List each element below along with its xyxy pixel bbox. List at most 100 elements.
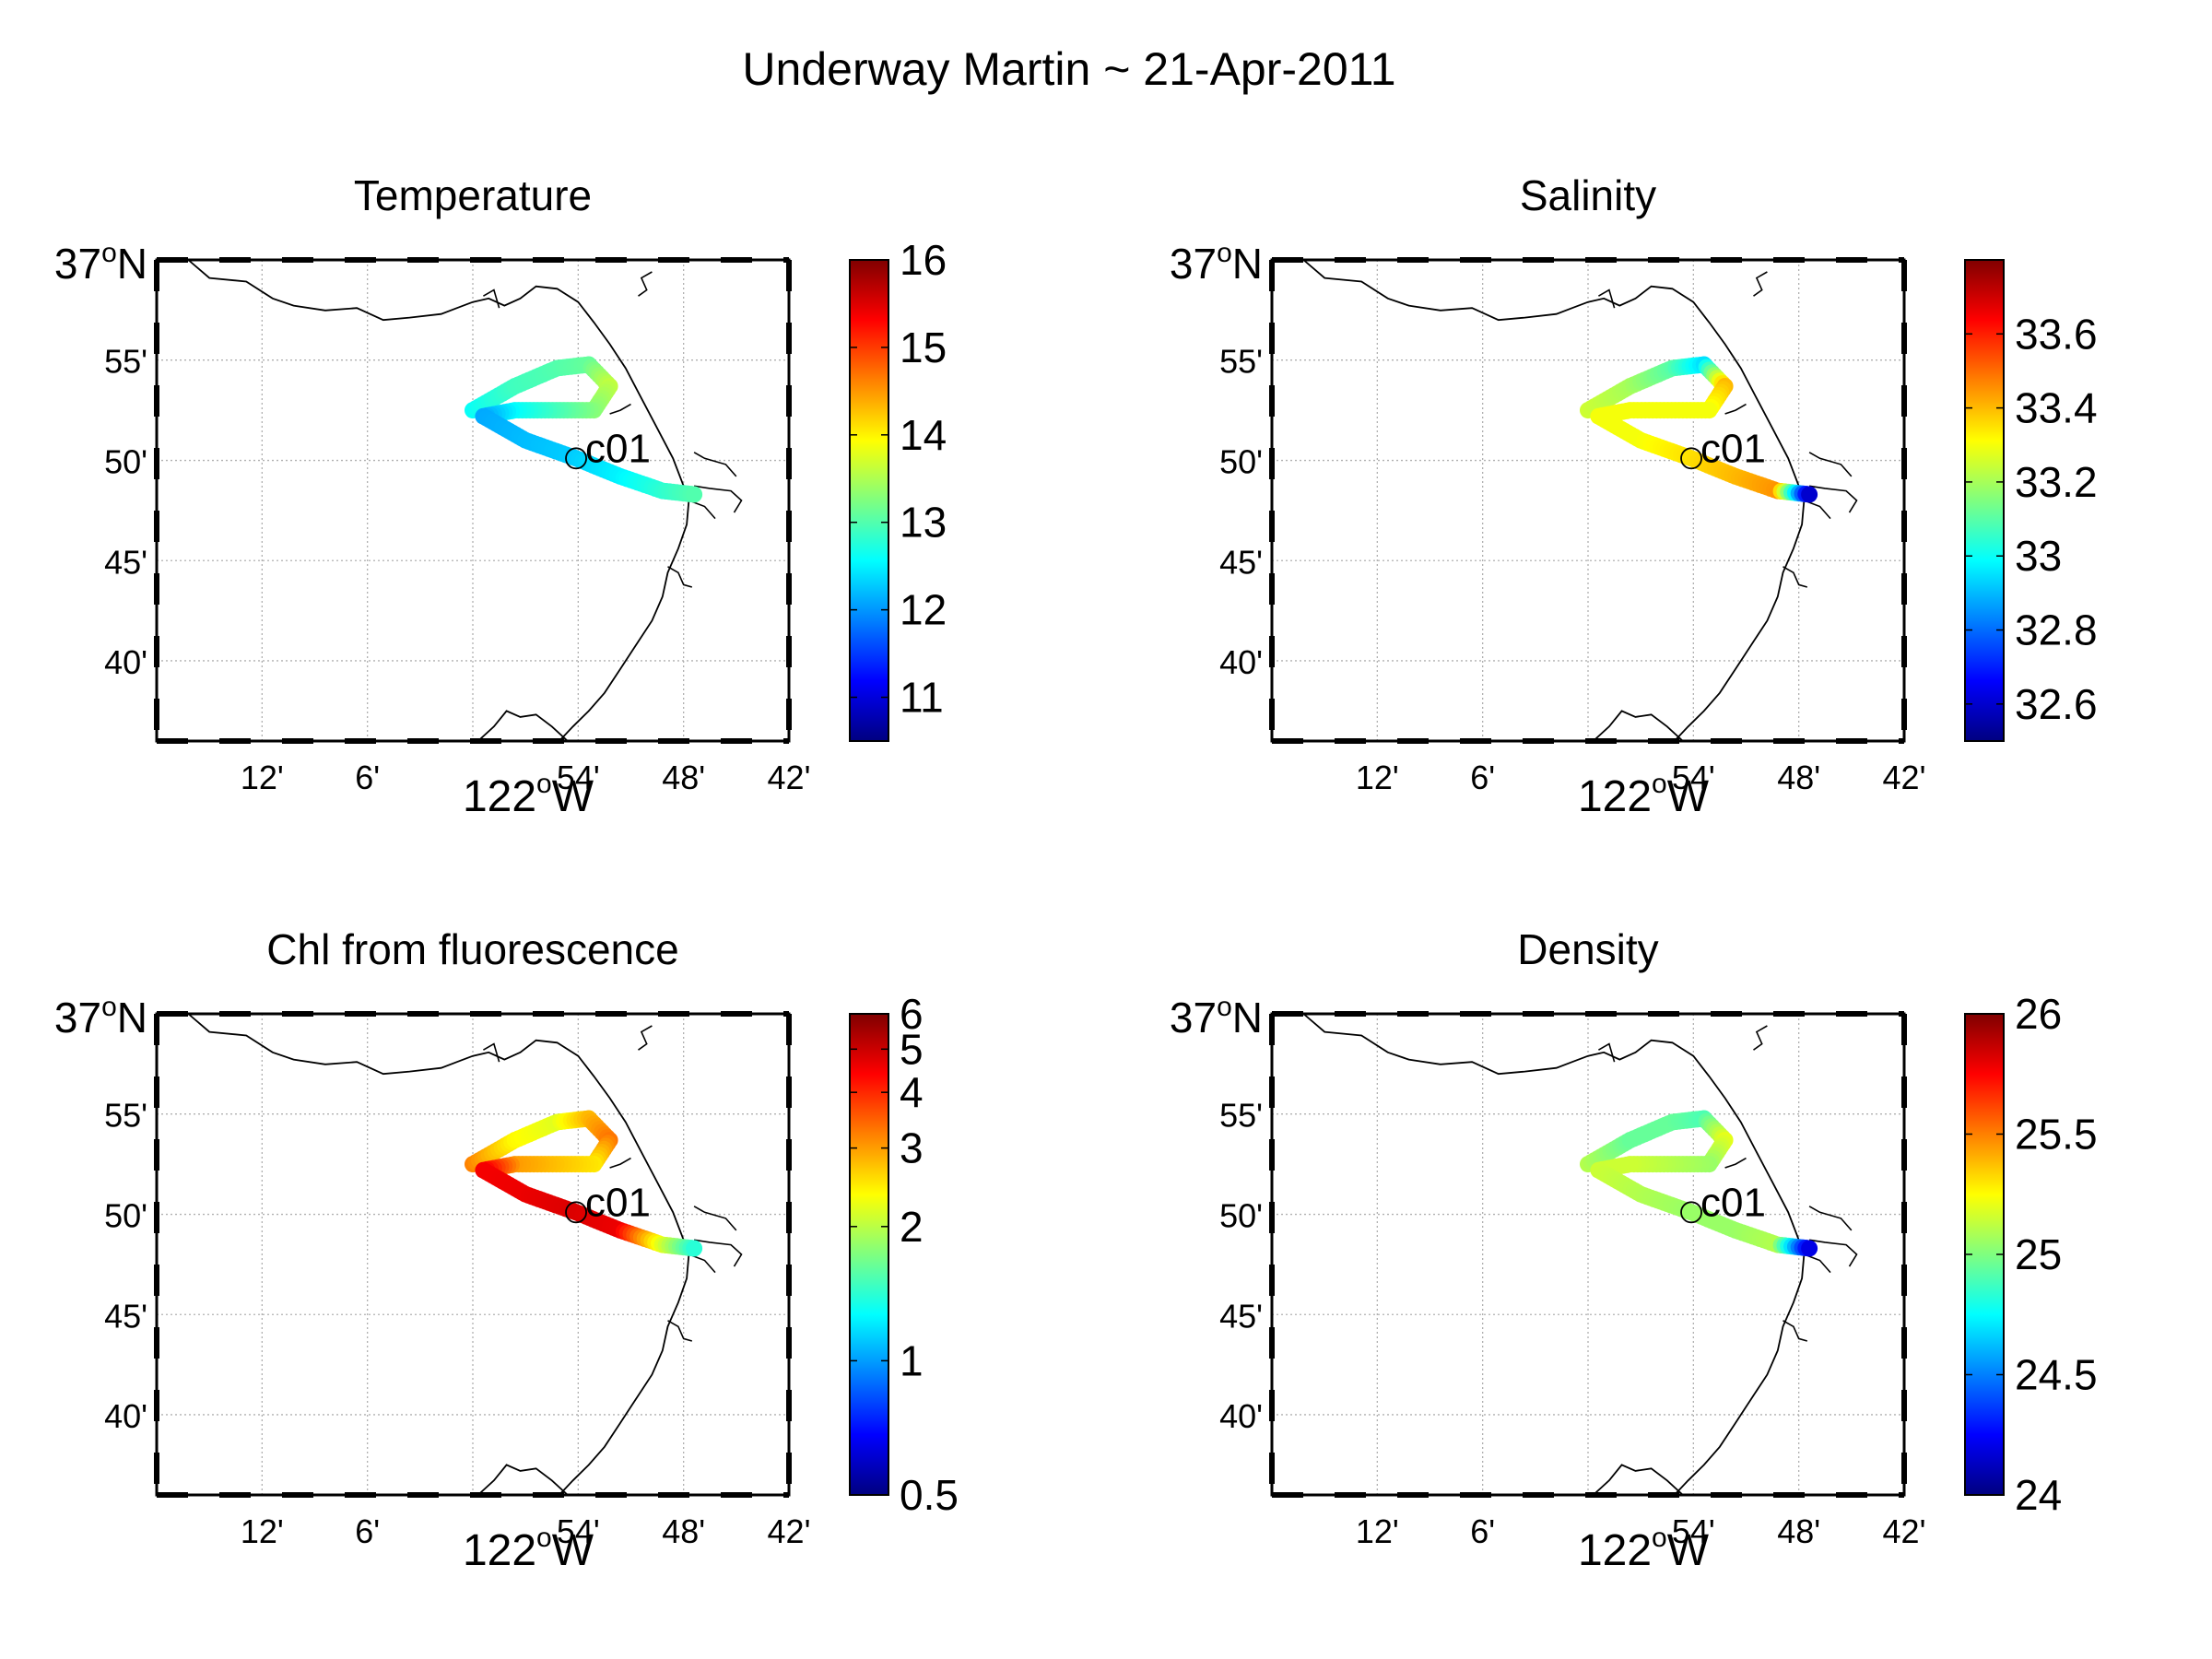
y-tick-label: 45' <box>1219 1297 1263 1335</box>
station-label: c01 <box>1700 426 1766 471</box>
panel-temperature: Temperature c01 37oN 55' 50' 45' 40' 12' 6' 122oW… <box>54 171 947 821</box>
colorbar-tick-label: 33.2 <box>2015 458 2098 506</box>
track <box>465 1110 703 1257</box>
colorbar: 11 12 13 14 15 16 <box>849 236 947 742</box>
colorbar-tick-label: 16 <box>900 236 947 284</box>
x-tick-label: 6' <box>1470 759 1495 796</box>
coastline-inlet <box>1724 403 1747 415</box>
y-tick-label: 55' <box>104 1097 147 1135</box>
coastline <box>187 1013 690 1496</box>
figure-title: Underway Martin ~ 21-Apr-2011 <box>742 43 1395 95</box>
x-tick-label: 42' <box>1883 1512 1926 1550</box>
coastline-inlet <box>1783 1320 1808 1342</box>
station-marker <box>565 1201 587 1224</box>
colorbar-tick-label: 2 <box>900 1203 924 1251</box>
station-marker <box>565 447 587 470</box>
coastline-inlet <box>638 271 653 297</box>
coastline-inlet <box>483 1042 500 1063</box>
x-tick-label: 42' <box>1883 759 1926 796</box>
coastline-south <box>477 710 569 742</box>
coastline-inlet <box>1598 288 1616 309</box>
y-tick-label: 50' <box>1219 443 1263 481</box>
coastline-inlet <box>1753 1025 1768 1051</box>
x-tick-label: 122oW <box>463 1523 594 1575</box>
map-border-ticks <box>1269 1011 1907 1498</box>
track <box>1580 356 1818 503</box>
x-tick-label: 54' <box>1672 759 1715 796</box>
colorbar-tick-label: 1 <box>900 1336 924 1384</box>
x-tick-label: 48' <box>662 1512 705 1550</box>
y-tick-label: 55' <box>104 343 147 381</box>
x-tick-label: 48' <box>1777 1512 1820 1550</box>
coastline-inlet <box>609 1157 631 1169</box>
y-tick-label: 45' <box>104 1297 147 1335</box>
colorbar-tick-label: 0.5 <box>900 1471 959 1519</box>
colorbar-gradient <box>849 1013 889 1496</box>
coastline-inlet <box>609 403 631 415</box>
station-marker <box>1680 1201 1702 1224</box>
colorbar-tick-label: 25.5 <box>2015 1111 2098 1159</box>
x-tick-label: 12' <box>241 1512 284 1550</box>
coastline-inlet <box>1808 1206 1853 1231</box>
x-tick-label: 122oW <box>1578 769 1710 821</box>
y-tick-label: 50' <box>1219 1197 1263 1235</box>
y-tick-label: 55' <box>1219 1097 1263 1135</box>
x-tick-label: 122oW <box>1578 1523 1710 1575</box>
map-border-ticks <box>154 1011 792 1498</box>
y-tick-label: 50' <box>104 1197 147 1235</box>
x-tick-label: 6' <box>355 1512 380 1550</box>
y-tick-label: 40' <box>104 1397 147 1435</box>
coastline-inlet <box>638 1025 653 1051</box>
coastline <box>1302 259 1806 742</box>
colorbar-tick-label: 32.8 <box>2015 606 2098 654</box>
coastline-inlet <box>1808 485 1858 513</box>
coastline-south <box>1593 710 1684 742</box>
x-tick-label: 42' <box>768 759 811 796</box>
coastline-inlet <box>1598 1042 1616 1063</box>
panel-salinity: Salinity c01 37oN 55' 50' 45' 40' 12' 6' 122oW54'… <box>1170 171 2098 821</box>
colorbar-tick-label: 25 <box>2015 1230 2062 1278</box>
x-tick-label: 48' <box>1777 759 1820 796</box>
coastline-inlet <box>693 485 743 513</box>
colorbar-tick-label: 26 <box>2015 990 2062 1038</box>
colorbar-tick-label: 15 <box>900 324 947 371</box>
coastline-inlet <box>1808 1239 1858 1267</box>
track <box>1580 1110 1818 1257</box>
coastline-inlet <box>667 566 693 588</box>
map-border-ticks <box>1269 257 1907 744</box>
y-tick-label: 37oN <box>54 992 147 1041</box>
colorbar-tick-label: 24 <box>2015 1471 2062 1519</box>
x-tick-label: 12' <box>241 759 284 796</box>
track-point <box>686 486 703 503</box>
coastline <box>187 259 690 742</box>
panel-title: Temperature <box>354 171 592 219</box>
x-tick-label: 42' <box>768 1512 811 1550</box>
y-tick-label: 45' <box>1219 543 1263 581</box>
coastline-south <box>477 1464 569 1496</box>
x-tick-label: 12' <box>1356 759 1399 796</box>
coastline-inlet <box>693 452 737 477</box>
y-tick-label: 37oN <box>1170 238 1263 288</box>
coastline-south <box>1593 1464 1684 1496</box>
colorbar-tick-label: 3 <box>900 1124 924 1172</box>
track-point <box>1801 1240 1818 1257</box>
track-point <box>1801 486 1818 503</box>
x-tick-label: 54' <box>1672 1512 1715 1550</box>
x-tick-label: 12' <box>1356 1512 1399 1550</box>
y-tick-label: 45' <box>104 543 147 581</box>
y-tick-label: 40' <box>1219 643 1263 681</box>
x-tick-label: 6' <box>355 759 380 796</box>
x-tick-label: 54' <box>557 759 600 796</box>
y-tick-label: 37oN <box>54 238 147 288</box>
colorbar-tick-label: 33 <box>2015 532 2062 580</box>
coastline <box>1302 1013 1806 1496</box>
colorbar: 24 24.5 25 25.5 26 <box>1964 990 2098 1519</box>
colorbar-tick-label: 11 <box>900 674 944 722</box>
panel-title: Salinity <box>1520 171 1656 219</box>
y-tick-label: 50' <box>104 443 147 481</box>
coastline-inlet <box>693 1239 743 1267</box>
x-tick-label: 54' <box>557 1512 600 1550</box>
x-tick-label: 122oW <box>463 769 594 821</box>
